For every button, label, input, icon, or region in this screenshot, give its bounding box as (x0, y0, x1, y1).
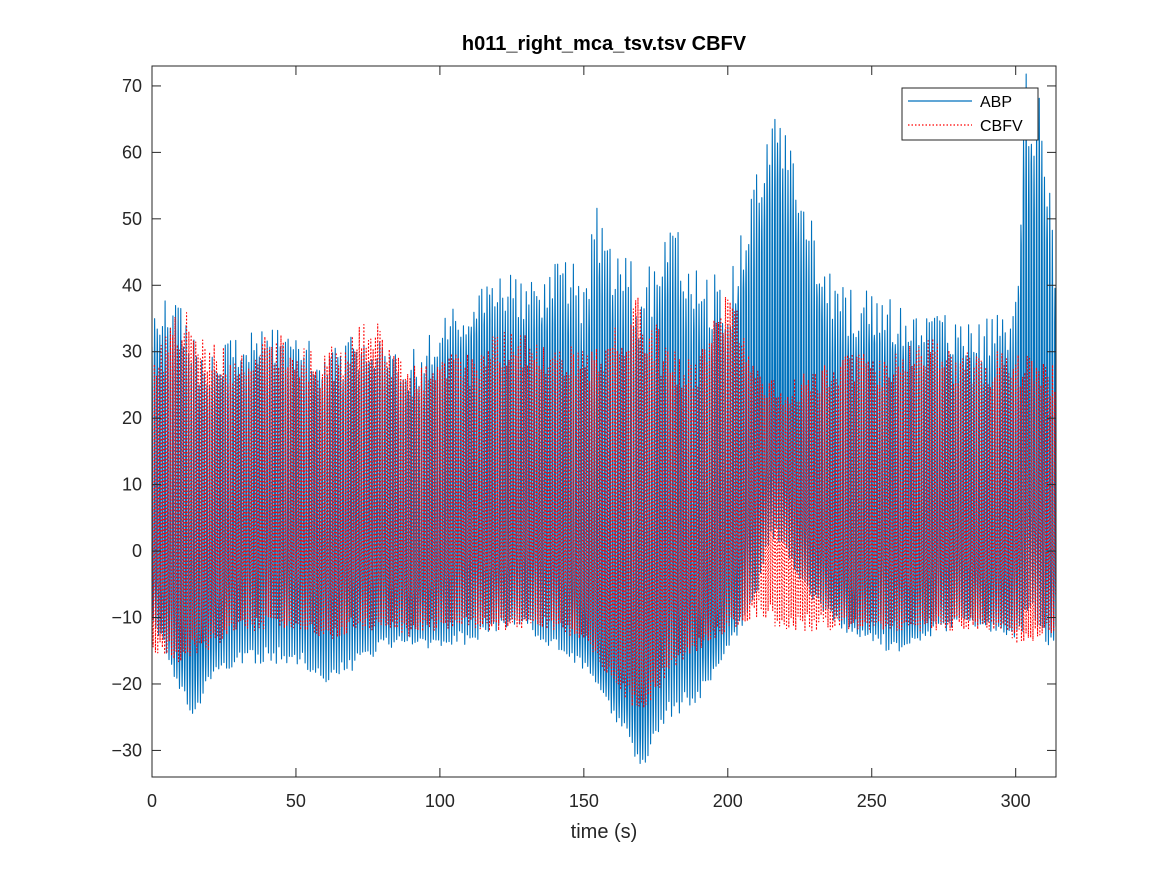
x-tick-label: 100 (425, 791, 455, 811)
y-tick-label: 70 (122, 76, 142, 96)
x-axis: 0 50 100 150 200 250 300 (147, 66, 1031, 811)
legend: ABP CBFV (901, 87, 1039, 141)
y-tick-label: 60 (122, 142, 142, 162)
y-axis: −30 −20 −10 0 10 20 30 40 50 60 70 (111, 76, 1056, 760)
y-tick-label: 40 (122, 275, 142, 295)
x-tick-label: 50 (286, 791, 306, 811)
chart-title: h011_right_mca_tsv.tsv CBFV (462, 33, 747, 55)
x-tick-label: 200 (713, 791, 743, 811)
x-tick-label: 150 (569, 791, 599, 811)
x-tick-label: 300 (1001, 791, 1031, 811)
y-tick-label: 30 (122, 342, 142, 362)
series-layer (152, 73, 1056, 765)
series-line-cbfv (152, 296, 1056, 709)
y-tick-label: −10 (111, 608, 142, 628)
plot-frame (151, 65, 1057, 778)
y-tick-label: 20 (122, 408, 142, 428)
x-tick-label: 0 (147, 791, 157, 811)
y-tick-label: −30 (111, 740, 142, 760)
y-tick-label: −20 (111, 674, 142, 694)
y-tick-label: 10 (122, 475, 142, 495)
y-tick-label: 0 (132, 541, 142, 561)
x-tick-label: 250 (857, 791, 887, 811)
y-tick-label: 50 (122, 209, 142, 229)
legend-box (901, 87, 1039, 141)
x-axis-label: time (s) (571, 821, 638, 843)
legend-label-abp: ABP (980, 94, 1012, 111)
legend-label-cbfv: CBFV (980, 118, 1023, 135)
